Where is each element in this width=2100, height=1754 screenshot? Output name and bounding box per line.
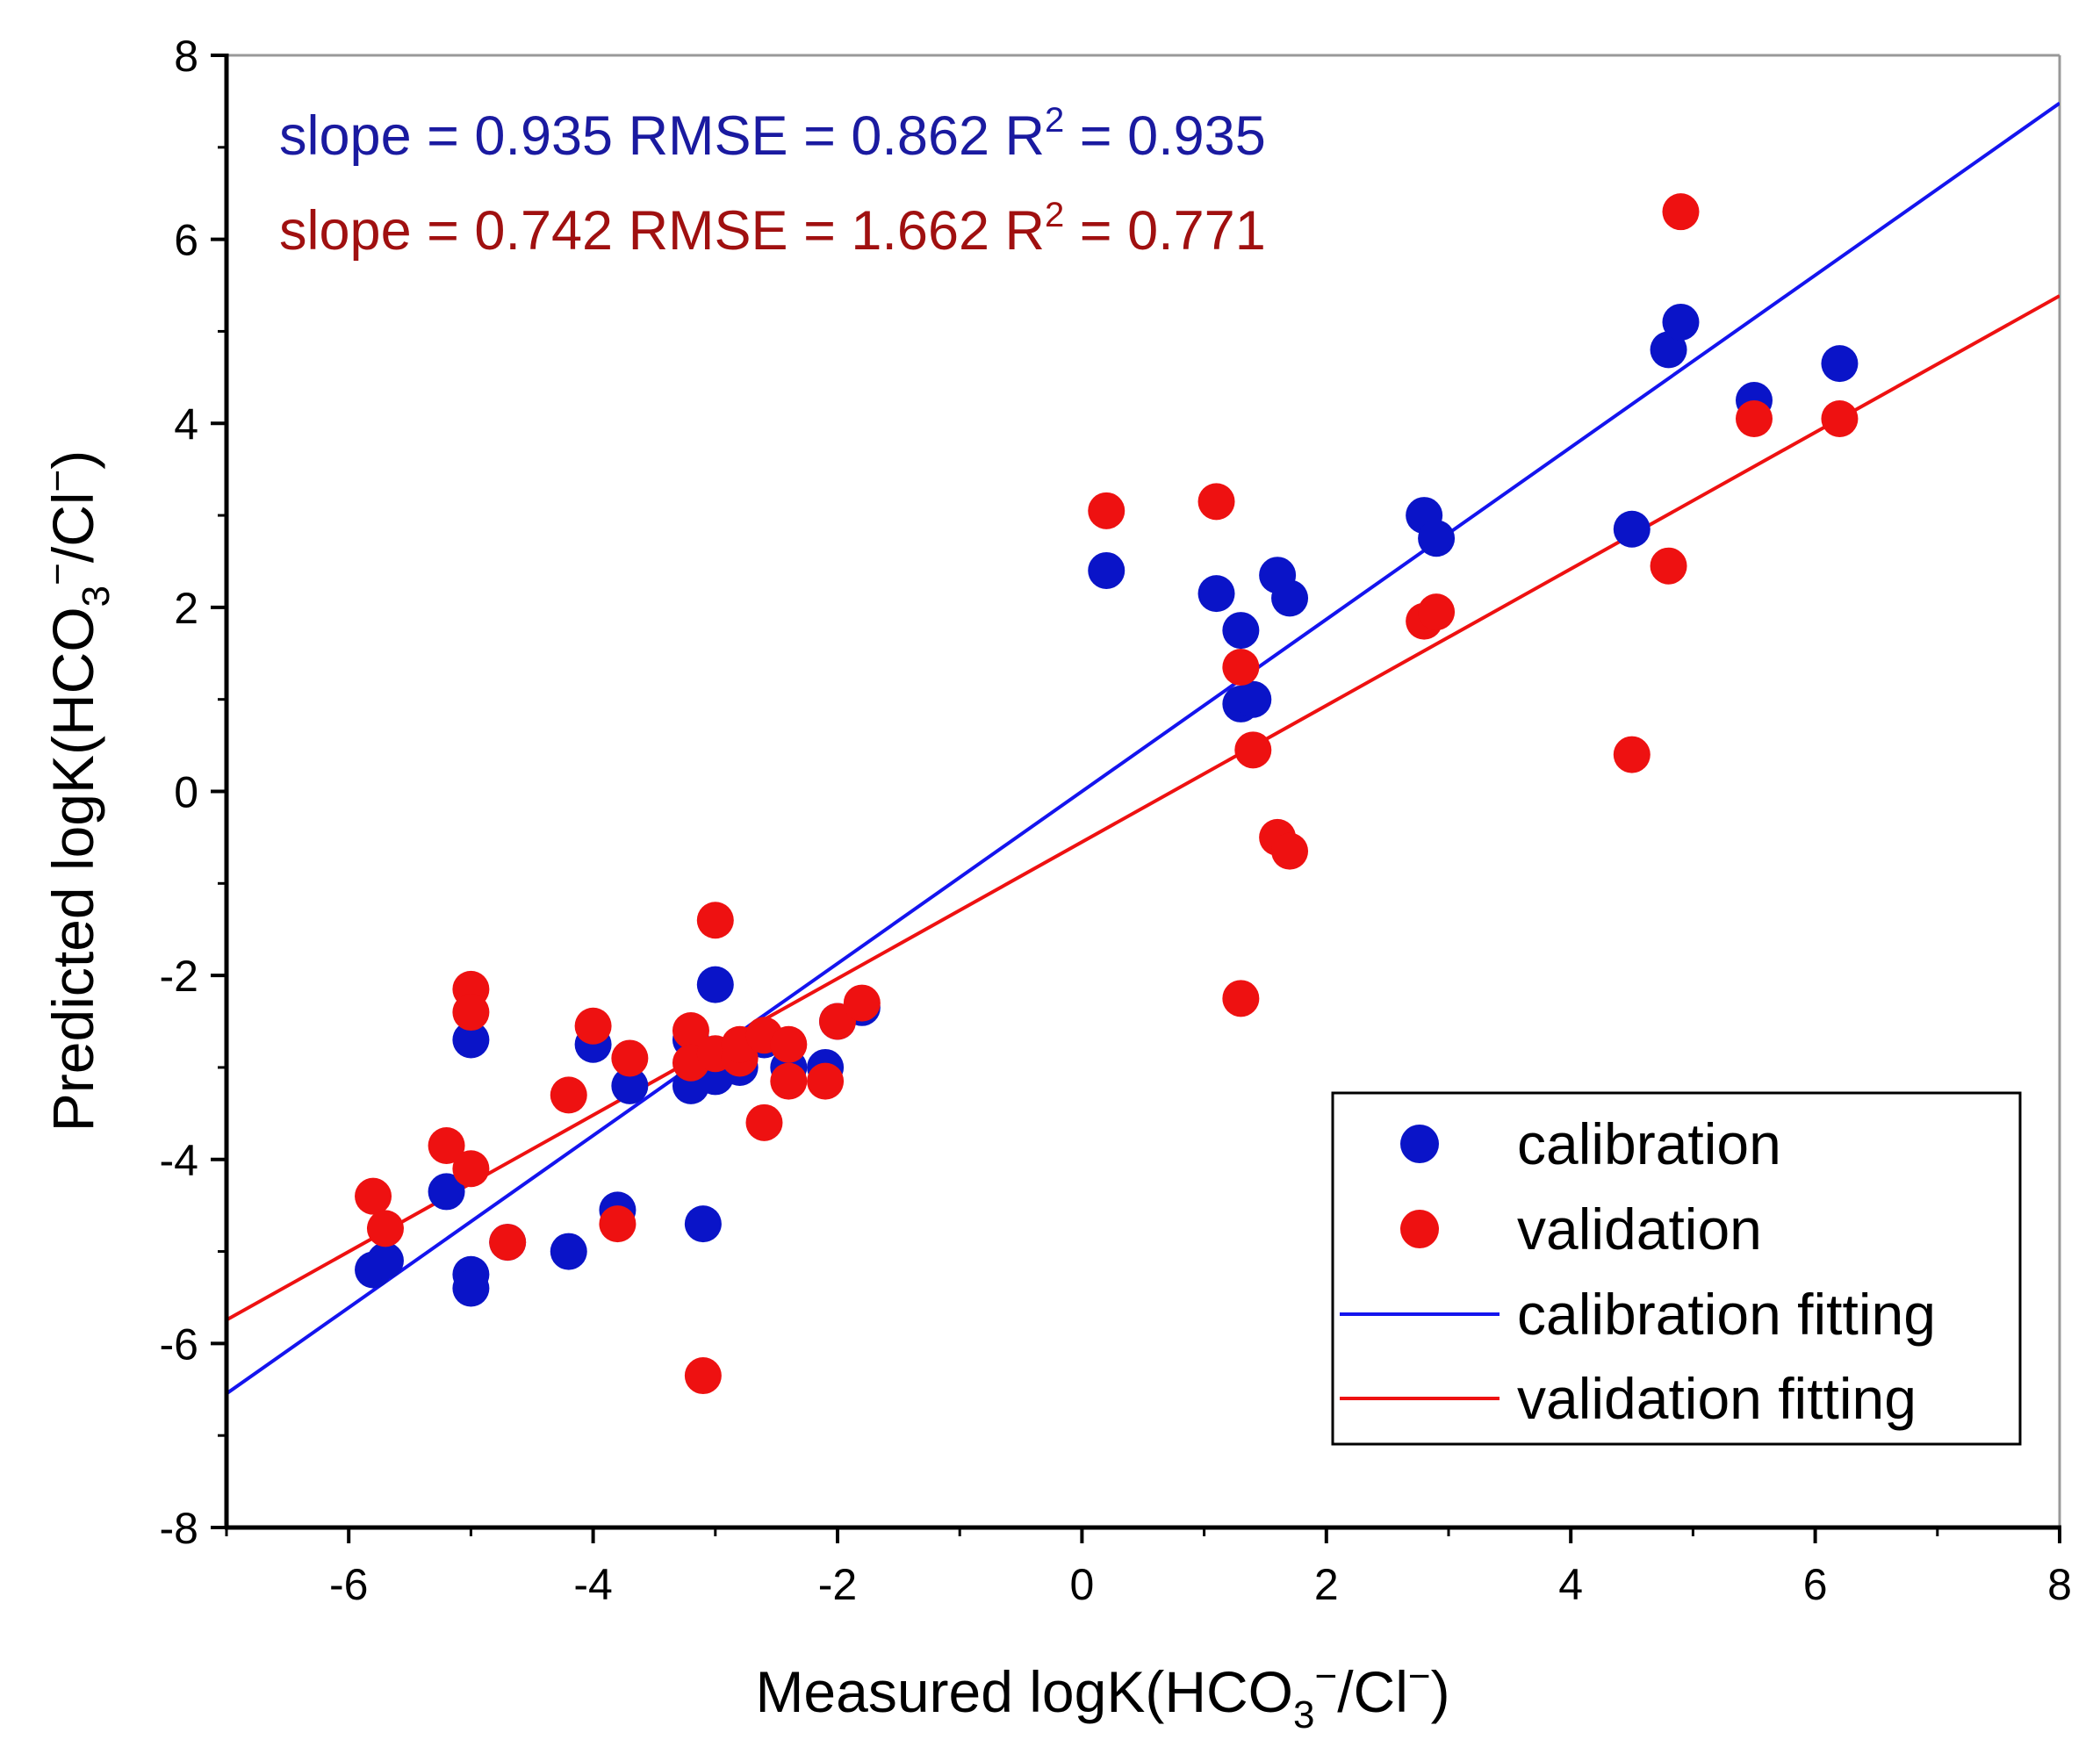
calibration-point xyxy=(684,1205,722,1243)
calibration-point xyxy=(1650,331,1687,369)
validation-point xyxy=(807,1062,845,1100)
validation-point xyxy=(843,984,881,1022)
calibration-point xyxy=(1222,612,1260,650)
validation-point xyxy=(1613,736,1651,773)
validation-point xyxy=(770,1025,808,1063)
x-tick-label: 4 xyxy=(1558,1560,1583,1609)
validation-point xyxy=(1234,731,1272,769)
legend-label-validation-fitting: validation fitting xyxy=(1517,1366,1917,1431)
validation-point xyxy=(574,1007,612,1045)
calibration-point xyxy=(428,1173,465,1211)
legend-label-calibration: calibration xyxy=(1517,1111,1781,1176)
validation-point xyxy=(770,1062,808,1100)
y-tick-label: 0 xyxy=(174,768,198,817)
x-tick-label: 0 xyxy=(1069,1560,1094,1609)
calibration-point xyxy=(1271,579,1309,617)
calibration-point xyxy=(1821,345,1859,383)
legend-marker-validation xyxy=(1400,1210,1439,1248)
validation-point xyxy=(684,1357,722,1395)
validation-point xyxy=(599,1205,636,1243)
x-tick-label: -6 xyxy=(329,1560,368,1609)
calibration-point xyxy=(696,966,734,1003)
validation-point xyxy=(452,1150,490,1188)
legend-box xyxy=(1331,1091,2022,1446)
calibration-point xyxy=(452,1269,490,1307)
validation-point xyxy=(1222,649,1260,687)
data-points xyxy=(355,193,1859,1395)
validation-point xyxy=(428,1127,465,1165)
validation-point xyxy=(1736,400,1773,438)
validation-point xyxy=(1821,400,1859,438)
validation-point xyxy=(1650,547,1687,585)
y-tick-label: -4 xyxy=(160,1136,198,1185)
y-tick-label: -8 xyxy=(160,1504,198,1553)
validation-point xyxy=(366,1210,404,1247)
calibration-fit-line xyxy=(227,101,2060,1396)
x-tick-label: 2 xyxy=(1314,1560,1339,1609)
fit-lines xyxy=(227,101,2060,1396)
calibration-point xyxy=(1234,680,1272,718)
calibration-point xyxy=(1197,575,1235,613)
y-tick-label: 4 xyxy=(174,399,198,449)
validation-point xyxy=(745,1103,783,1141)
validation-point xyxy=(1418,593,1456,631)
validation-point xyxy=(1271,832,1309,870)
validation-point xyxy=(672,1012,709,1050)
validation-point xyxy=(489,1224,527,1262)
validation-point xyxy=(1088,492,1126,529)
y-tick-label: -2 xyxy=(160,952,198,1001)
calibration-point xyxy=(611,1067,649,1104)
calibration-point xyxy=(1088,551,1126,589)
legend-label-validation: validation xyxy=(1517,1197,1762,1262)
validation-point xyxy=(611,1039,649,1077)
axis-ticks: -6 -4 -2 0 2 4 6 8 -8 -6 -4 -2 0 2 4 6 8 xyxy=(160,32,2072,1609)
calibration-point xyxy=(1418,520,1456,557)
validation-point xyxy=(1197,483,1235,521)
validation-stats: slope = 0.742 RMSE = 1.662 R2 = 0.771 xyxy=(279,196,1266,262)
validation-point xyxy=(452,994,490,1032)
validation-point xyxy=(1662,193,1700,231)
calibration-point xyxy=(1662,303,1700,341)
y-tick-label: 6 xyxy=(174,216,198,265)
validation-point xyxy=(1222,980,1260,1017)
calibration-stats: slope = 0.935 RMSE = 0.862 R2 = 0.935 xyxy=(279,101,1266,167)
y-axis-title: Predicted logK(HCO3−/Cl−) xyxy=(36,450,118,1132)
x-tick-label: 6 xyxy=(1803,1560,1828,1609)
y-tick-label: 2 xyxy=(174,584,198,633)
validation-point xyxy=(696,902,734,939)
y-tick-label: -6 xyxy=(160,1319,198,1369)
legend: calibration validation calibration fitti… xyxy=(1331,1091,2022,1446)
legend-label-calibration-fitting: calibration fitting xyxy=(1517,1282,1936,1347)
calibration-point xyxy=(550,1233,587,1270)
calibration-point xyxy=(1613,510,1651,548)
validation-point xyxy=(355,1177,392,1215)
calibration-point xyxy=(452,1021,490,1059)
x-tick-label: 8 xyxy=(2047,1560,2072,1609)
legend-marker-calibration xyxy=(1400,1125,1439,1163)
x-tick-label: -2 xyxy=(818,1560,857,1609)
y-tick-label: 8 xyxy=(174,32,198,81)
x-axis-title: Measured logK(HCO3−/Cl−) xyxy=(755,1655,1449,1736)
validation-fit-line xyxy=(227,294,2060,1322)
calibration-point xyxy=(366,1242,404,1280)
x-tick-label: -4 xyxy=(573,1560,612,1609)
validation-point xyxy=(550,1076,587,1114)
